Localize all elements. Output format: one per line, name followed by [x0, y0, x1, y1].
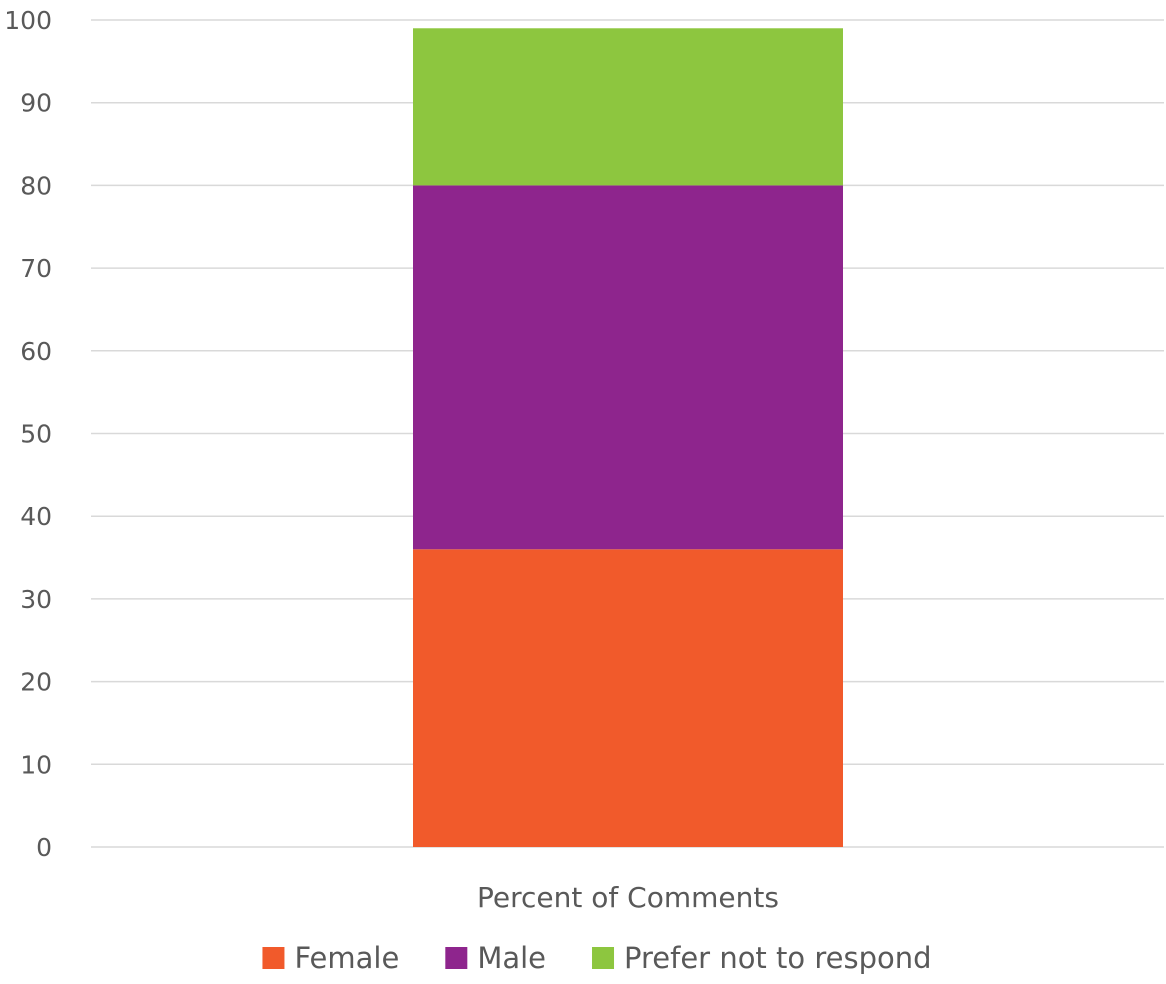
legend-label: Prefer not to respond	[624, 941, 932, 975]
legend-label: Male	[477, 941, 546, 975]
legend: Female Male Prefer not to respond	[262, 941, 932, 975]
bar-segment-male	[413, 185, 843, 550]
y-tick-label: 100	[4, 6, 52, 35]
y-tick-label: 60	[20, 337, 52, 366]
x-category-label: Percent of Comments	[477, 881, 779, 914]
legend-item-female: Female	[262, 941, 399, 975]
y-tick-label: 30	[20, 585, 52, 614]
legend-swatch	[445, 947, 468, 969]
y-tick-label: 20	[20, 668, 52, 697]
y-tick-label: 70	[20, 254, 52, 283]
y-tick-label: 90	[20, 89, 52, 118]
legend-item-male: Male	[445, 941, 546, 975]
y-tick-label: 0	[36, 833, 52, 862]
legend-label: Female	[294, 941, 399, 975]
y-tick-label: 80	[20, 171, 52, 200]
legend-swatch	[262, 947, 285, 969]
bar-segments	[413, 28, 843, 847]
y-tick-label: 50	[20, 420, 52, 449]
y-tick-label: 40	[20, 502, 52, 531]
legend-item-prefer-not-to-respond: Prefer not to respond	[592, 941, 932, 975]
bar-segment-prefer-not-to-respond	[413, 28, 843, 186]
y-tick-label: 10	[20, 750, 52, 779]
bar-segment-female	[413, 549, 843, 847]
legend-swatch	[592, 947, 615, 969]
x-axis-category-labels: Percent of Comments	[477, 881, 779, 914]
y-axis-tick-labels: 0 10 20 30 40 50 60 70 80 90 100	[4, 6, 52, 862]
